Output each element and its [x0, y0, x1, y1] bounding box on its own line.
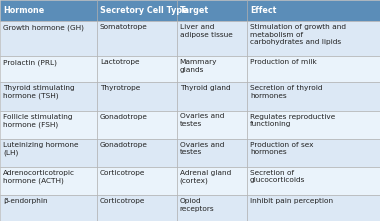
Bar	[247, 110, 380, 139]
Text: Secretion of thyroid
hormones: Secretion of thyroid hormones	[250, 85, 323, 99]
Bar	[97, 139, 177, 167]
Text: Effect: Effect	[250, 6, 276, 15]
Bar	[247, 21, 380, 56]
Bar	[0, 110, 97, 139]
Text: Corticotrope: Corticotrope	[100, 198, 145, 204]
Text: Somatotrope: Somatotrope	[100, 24, 148, 30]
Bar	[177, 56, 247, 82]
Text: Production of milk: Production of milk	[250, 59, 317, 65]
Text: Lactotrope: Lactotrope	[100, 59, 139, 65]
Text: Production of sex
hormones: Production of sex hormones	[250, 142, 314, 155]
Bar	[0, 139, 97, 167]
Text: Regulates reproductive
functioning: Regulates reproductive functioning	[250, 114, 335, 127]
Bar	[97, 110, 177, 139]
Text: Adrenocorticotropic
hormone (ACTH): Adrenocorticotropic hormone (ACTH)	[3, 170, 75, 184]
Text: Thyroid stimulating
hormone (TSH): Thyroid stimulating hormone (TSH)	[3, 85, 74, 99]
Text: Follicle stimulating
hormone (FSH): Follicle stimulating hormone (FSH)	[3, 114, 73, 128]
Bar	[247, 167, 380, 195]
Text: Ovaries and
testes: Ovaries and testes	[180, 142, 224, 155]
Text: Secretion of
glucocorticoids: Secretion of glucocorticoids	[250, 170, 306, 183]
Bar	[247, 82, 380, 110]
Bar	[177, 110, 247, 139]
Bar	[247, 195, 380, 221]
Text: Prolactin (PRL): Prolactin (PRL)	[3, 59, 57, 66]
Bar	[177, 82, 247, 110]
Text: Growth hormone (GH): Growth hormone (GH)	[3, 24, 84, 31]
Text: Liver and
adipose tissue: Liver and adipose tissue	[180, 24, 233, 38]
Bar	[247, 0, 380, 21]
Bar	[177, 195, 247, 221]
Bar	[97, 21, 177, 56]
Text: Secretory Cell Type: Secretory Cell Type	[100, 6, 187, 15]
Bar	[0, 0, 97, 21]
Bar	[97, 0, 177, 21]
Text: Mammary
glands: Mammary glands	[180, 59, 217, 73]
Text: Ovaries and
testes: Ovaries and testes	[180, 114, 224, 127]
Bar	[0, 82, 97, 110]
Bar	[97, 195, 177, 221]
Text: Thyroid gland: Thyroid gland	[180, 85, 230, 91]
Text: Gonadotrope: Gonadotrope	[100, 142, 148, 148]
Text: Target: Target	[180, 6, 209, 15]
Bar	[0, 56, 97, 82]
Bar	[247, 56, 380, 82]
Text: Adrenal gland
(cortex): Adrenal gland (cortex)	[180, 170, 231, 184]
Text: β-endorphin: β-endorphin	[3, 198, 47, 204]
Bar	[97, 167, 177, 195]
Bar	[0, 167, 97, 195]
Bar	[0, 21, 97, 56]
Text: Luteinizing hormone
(LH): Luteinizing hormone (LH)	[3, 142, 79, 156]
Bar	[177, 21, 247, 56]
Text: Opiod
receptors: Opiod receptors	[180, 198, 214, 212]
Text: Thyrotrope: Thyrotrope	[100, 85, 140, 91]
Bar	[177, 0, 247, 21]
Text: Hormone: Hormone	[3, 6, 44, 15]
Bar	[177, 167, 247, 195]
Text: Corticotrope: Corticotrope	[100, 170, 145, 176]
Bar	[177, 139, 247, 167]
Bar	[97, 82, 177, 110]
Text: Gonadotrope: Gonadotrope	[100, 114, 148, 120]
Bar	[0, 195, 97, 221]
Text: Stimulation of growth and
metabolism of
carbohydrates and lipids: Stimulation of growth and metabolism of …	[250, 24, 346, 45]
Bar	[247, 139, 380, 167]
Bar	[97, 56, 177, 82]
Text: Inhibit pain perception: Inhibit pain perception	[250, 198, 333, 204]
